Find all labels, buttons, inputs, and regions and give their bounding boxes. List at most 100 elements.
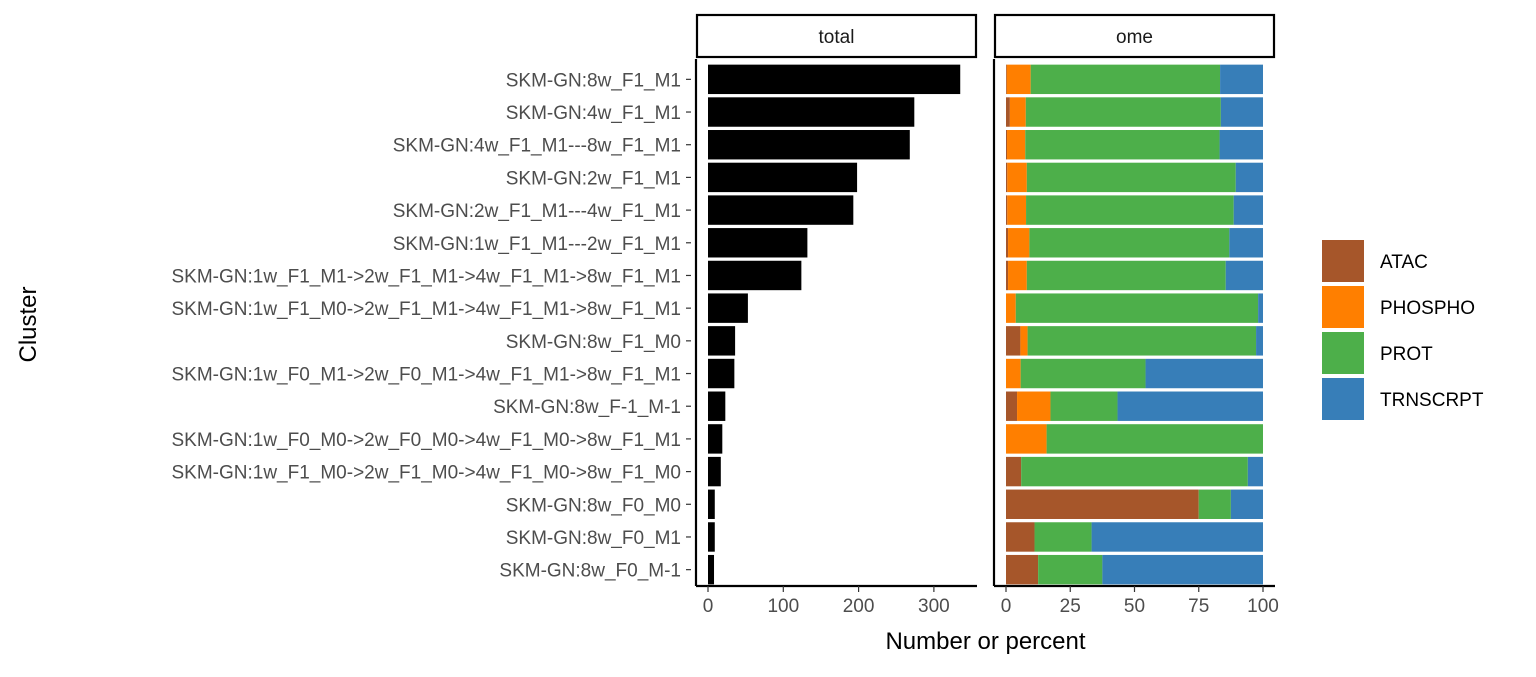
legend-key: [1322, 332, 1364, 374]
stacked-bar-segment: [1038, 554, 1103, 585]
stacked-bar-segment: [1225, 260, 1263, 291]
bar: [708, 326, 736, 356]
legend-label: TRNSCRPT: [1380, 390, 1484, 411]
x-tick-label: 200: [843, 596, 875, 617]
stacked-bar-segment: [1020, 358, 1146, 389]
stacked-bar-segment: [1219, 130, 1263, 160]
stacked-bar-segment: [1006, 391, 1018, 421]
stacked-bar-segment: [1220, 64, 1263, 95]
stacked-bar-segment: [1034, 522, 1092, 552]
x-axis-title: Number or percent: [885, 628, 1085, 655]
stacked-bar-segment: [1006, 489, 1199, 519]
stacked-bar-segment: [1006, 326, 1021, 356]
stacked-bar-segment: [1007, 130, 1026, 160]
bar: [708, 489, 715, 519]
stacked-bar-segment: [1027, 326, 1257, 356]
stacked-bar-segment: [1029, 228, 1230, 258]
stacked-bar-segment: [1026, 195, 1234, 225]
stacked-bar-segment: [1235, 162, 1263, 193]
bar: [708, 260, 802, 291]
stacked-bar-segment: [1006, 195, 1008, 225]
stacked-bar-segment: [1020, 326, 1028, 356]
bar: [708, 97, 915, 127]
category-label: SKM-GN:4w_F1_M1: [506, 103, 681, 124]
category-label: SKM-GN:1w_F1_M1---2w_F1_M1: [393, 234, 681, 255]
stacked-bar-segment: [1006, 64, 1007, 95]
stacked-bar-segment: [1026, 260, 1226, 291]
stacked-bar-segment: [1230, 489, 1263, 519]
stacked-bar-segment: [1102, 554, 1263, 585]
bar: [708, 195, 854, 225]
stacked-bar-segment: [1145, 358, 1263, 389]
stacked-bar-segment: [1198, 489, 1231, 519]
x-tick-label: 50: [1124, 596, 1145, 617]
bar: [708, 64, 961, 95]
stacked-bar-segment: [1006, 456, 1022, 487]
category-label: SKM-GN:1w_F0_M1->2w_F0_M1->4w_F1_M1->8w_…: [171, 365, 681, 386]
stacked-bar-segment: [1008, 228, 1030, 258]
bar: [708, 162, 858, 193]
category-label: SKM-GN:1w_F0_M0->2w_F0_M0->4w_F1_M0->8w_…: [171, 430, 681, 451]
stacked-bar-segment: [1006, 64, 1031, 95]
stacked-bar-segment: [1006, 522, 1035, 552]
stacked-bar-segment: [1017, 391, 1051, 421]
stacked-bar-segment: [1046, 424, 1263, 454]
stacked-bar-segment: [1006, 293, 1016, 323]
bar: [708, 522, 715, 552]
category-label: SKM-GN:1w_F1_M0->2w_F1_M0->4w_F1_M0->8w_…: [171, 463, 681, 484]
category-label: SKM-GN:8w_F-1_M-1: [493, 397, 681, 418]
stacked-bar-segment: [1091, 522, 1263, 552]
x-tick-label: 0: [1001, 596, 1012, 617]
legend-label: ATAC: [1380, 252, 1428, 273]
x-tick-label: 300: [918, 596, 950, 617]
category-label: SKM-GN:8w_F0_M1: [506, 528, 681, 549]
legend-label: PROT: [1380, 344, 1433, 365]
category-label: SKM-GN:8w_F1_M0: [506, 332, 681, 353]
facet-strip-label: total: [819, 27, 855, 48]
legend-label: PHOSPHO: [1380, 298, 1475, 319]
x-tick-label: 100: [767, 596, 799, 617]
legend-key: [1322, 240, 1364, 282]
category-label: SKM-GN:1w_F1_M0->2w_F1_M1->4w_F1_M1->8w_…: [171, 299, 681, 320]
stacked-bar-segment: [1006, 554, 1039, 585]
stacked-bar-segment: [1006, 358, 1021, 389]
facet-strip: [695, 13, 978, 59]
bar: [708, 554, 715, 585]
stacked-bar-segment: [1026, 162, 1236, 193]
bar: [708, 130, 910, 160]
facet-strip: [993, 13, 1276, 59]
stacked-bar-segment: [1256, 326, 1263, 356]
stacked-bar-segment: [1025, 97, 1221, 127]
legend-key: [1322, 378, 1364, 420]
stacked-bar-segment: [1050, 391, 1118, 421]
bar: [708, 293, 748, 323]
category-label: SKM-GN:8w_F1_M1: [506, 70, 681, 91]
category-label: SKM-GN:2w_F1_M1: [506, 168, 681, 189]
category-label: SKM-GN:1w_F1_M1->2w_F1_M1->4w_F1_M1->8w_…: [171, 266, 681, 287]
category-label: SKM-GN:8w_F0_M-1: [499, 561, 681, 582]
bar: [708, 228, 808, 258]
category-label: SKM-GN:4w_F1_M1---8w_F1_M1: [393, 136, 681, 157]
facet-strip-label: ome: [1116, 27, 1153, 48]
stacked-bar-segment: [1015, 293, 1259, 323]
stacked-bar-segment: [1009, 97, 1026, 127]
stacked-bar-segment: [1006, 424, 1047, 454]
stacked-bar-segment: [1006, 130, 1008, 160]
stacked-bar-segment: [1117, 391, 1263, 421]
bar: [708, 456, 721, 487]
stacked-bar-segment: [1030, 64, 1221, 95]
stacked-bar-segment: [1007, 162, 1027, 193]
y-axis-title: Cluster: [15, 286, 42, 362]
x-tick-label: 0: [703, 596, 714, 617]
stacked-bar-segment: [1007, 195, 1027, 225]
stacked-bar-segment: [1021, 456, 1248, 487]
stacked-bar-segment: [1247, 456, 1263, 487]
category-label: SKM-GN:2w_F1_M1---4w_F1_M1: [393, 201, 681, 222]
x-tick-label: 100: [1247, 596, 1279, 617]
stacked-bar-segment: [1220, 97, 1263, 127]
category-label: SKM-GN:8w_F0_M0: [506, 495, 681, 516]
stacked-bar-segment: [1006, 97, 1010, 127]
bar: [708, 391, 726, 421]
